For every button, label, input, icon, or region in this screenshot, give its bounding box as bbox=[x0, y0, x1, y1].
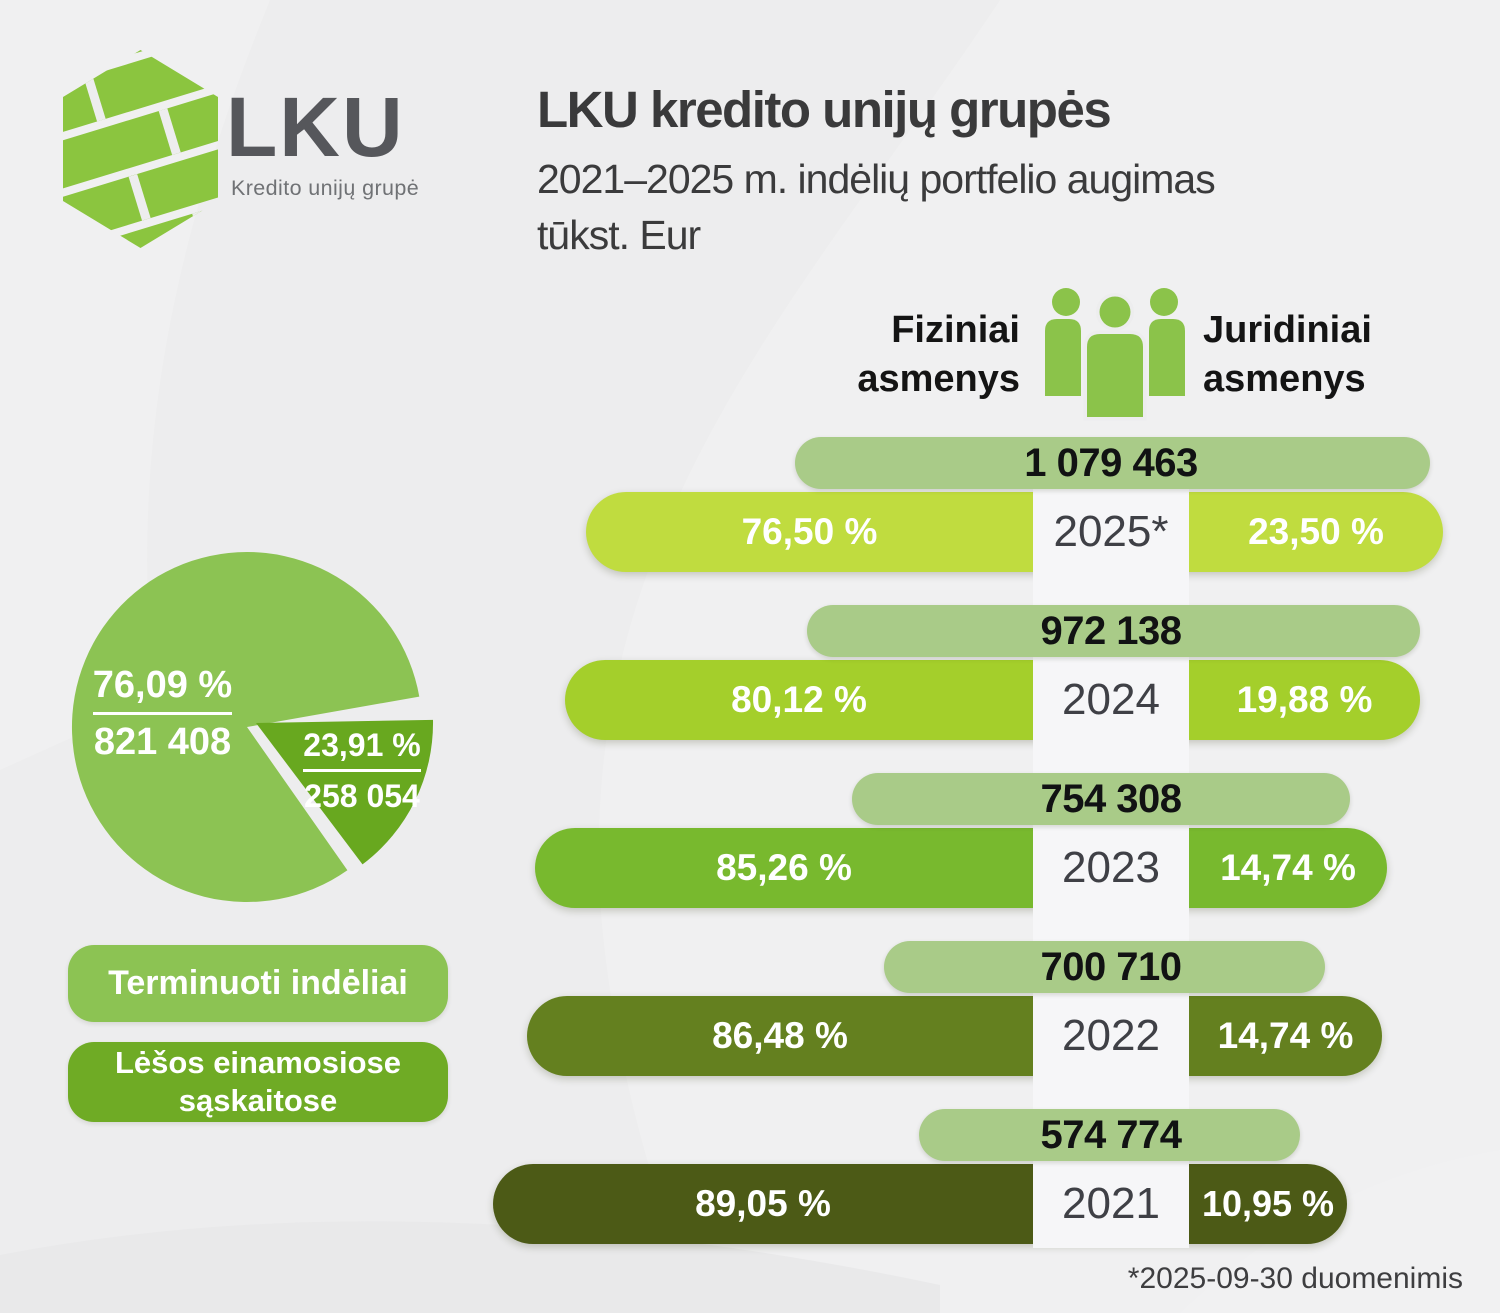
pie-main-label: 76,09 % 821 408 bbox=[80, 664, 245, 764]
year-label-2022: 2022 bbox=[1062, 1011, 1160, 1060]
year-label-2021: 2021 bbox=[1062, 1179, 1160, 1228]
fiziniai-pct-2025: 76,50 % bbox=[741, 511, 878, 552]
total-bar-2024 bbox=[807, 605, 1420, 657]
legend-lesos-label: Lėšos einamosiose sąskaitose bbox=[114, 1045, 401, 1118]
juridiniai-pct-2025: 23,50 % bbox=[1248, 511, 1384, 552]
juridiniai-pct-2023: 14,74 % bbox=[1220, 847, 1356, 888]
group-label-juridiniai: Juridiniai asmenys bbox=[1203, 309, 1372, 400]
year-label-2024: 2024 bbox=[1062, 675, 1160, 724]
fiziniai-pct-2021: 89,05 % bbox=[695, 1183, 831, 1224]
pct-bar-2024 bbox=[565, 660, 1420, 740]
juridiniai-pct-2021: 10,95 % bbox=[1201, 1183, 1335, 1224]
page-subtitle: 2021–2025 m. indėlių portfelio augimas t… bbox=[537, 151, 1437, 263]
legend-terminuoti-indeliai: Terminuoti indėliai bbox=[68, 945, 448, 1022]
fiziniai-pct-2023: 85,26 % bbox=[716, 847, 852, 888]
total-bar-2022 bbox=[884, 941, 1325, 993]
total-bar-2023 bbox=[852, 773, 1350, 825]
page-title: LKU kredito unijų grupės bbox=[537, 81, 1112, 138]
logo-wordmark: LKU bbox=[226, 80, 405, 174]
deposit-structure-pie bbox=[71, 551, 434, 902]
group-label-fiziniai: Fiziniai asmenys bbox=[857, 309, 1020, 400]
subtitle-line-2: tūkst. Eur bbox=[537, 212, 701, 258]
juridiniai-pct-2022: 14,74 % bbox=[1217, 1015, 1354, 1056]
total-value-2021: 574 774 bbox=[1040, 1112, 1182, 1157]
pie-slice-lesos bbox=[256, 719, 434, 865]
pct-bar-2022 bbox=[527, 996, 1382, 1076]
subtitle-line-1: 2021–2025 m. indėlių portfelio augimas bbox=[537, 156, 1216, 202]
pct-bar-2021 bbox=[493, 1164, 1347, 1244]
logo-tagline: Kredito unijų grupė bbox=[231, 176, 420, 200]
people-group-icon bbox=[1045, 288, 1185, 421]
legend-terminuoti-label: Terminuoti indėliai bbox=[108, 964, 408, 1002]
year-label-2023: 2023 bbox=[1062, 843, 1160, 892]
pie-main-pct: 76,09 % bbox=[92, 664, 233, 715]
total-value-2022: 700 710 bbox=[1040, 944, 1182, 989]
total-value-2024: 972 138 bbox=[1040, 608, 1182, 653]
total-bar-2025 bbox=[795, 437, 1430, 489]
pie-slice-label: 23,91 % 258 054 bbox=[293, 727, 431, 815]
pie-slice-terminuoti bbox=[71, 551, 420, 902]
fiziniai-pct-2022: 86,48 % bbox=[712, 1015, 848, 1056]
total-value-2025: 1 079 463 bbox=[1024, 440, 1198, 485]
total-value-2023: 754 308 bbox=[1040, 776, 1182, 821]
pie-slice-value: 258 054 bbox=[304, 778, 420, 814]
juridiniai-pct-2024: 19,88 % bbox=[1236, 679, 1373, 720]
total-bar-2021 bbox=[919, 1109, 1300, 1161]
lku-logo-icon bbox=[63, 50, 218, 248]
fiziniai-pct-2024: 80,12 % bbox=[731, 679, 867, 720]
title-block: LKU kredito unijų grupės 2021–2025 m. in… bbox=[537, 80, 1437, 263]
pie-slice-pct: 23,91 % bbox=[303, 727, 421, 772]
legend-lesos-saskaitose: Lėšos einamosiose sąskaitose bbox=[68, 1042, 448, 1122]
pct-bar-2025 bbox=[586, 492, 1443, 572]
year-label-2025: 2025* bbox=[1053, 507, 1169, 556]
pie-main-value: 821 408 bbox=[93, 721, 232, 763]
footnote-data-date: *2025-09-30 duomenimis bbox=[1127, 1262, 1463, 1295]
pct-bar-2023 bbox=[535, 828, 1387, 908]
